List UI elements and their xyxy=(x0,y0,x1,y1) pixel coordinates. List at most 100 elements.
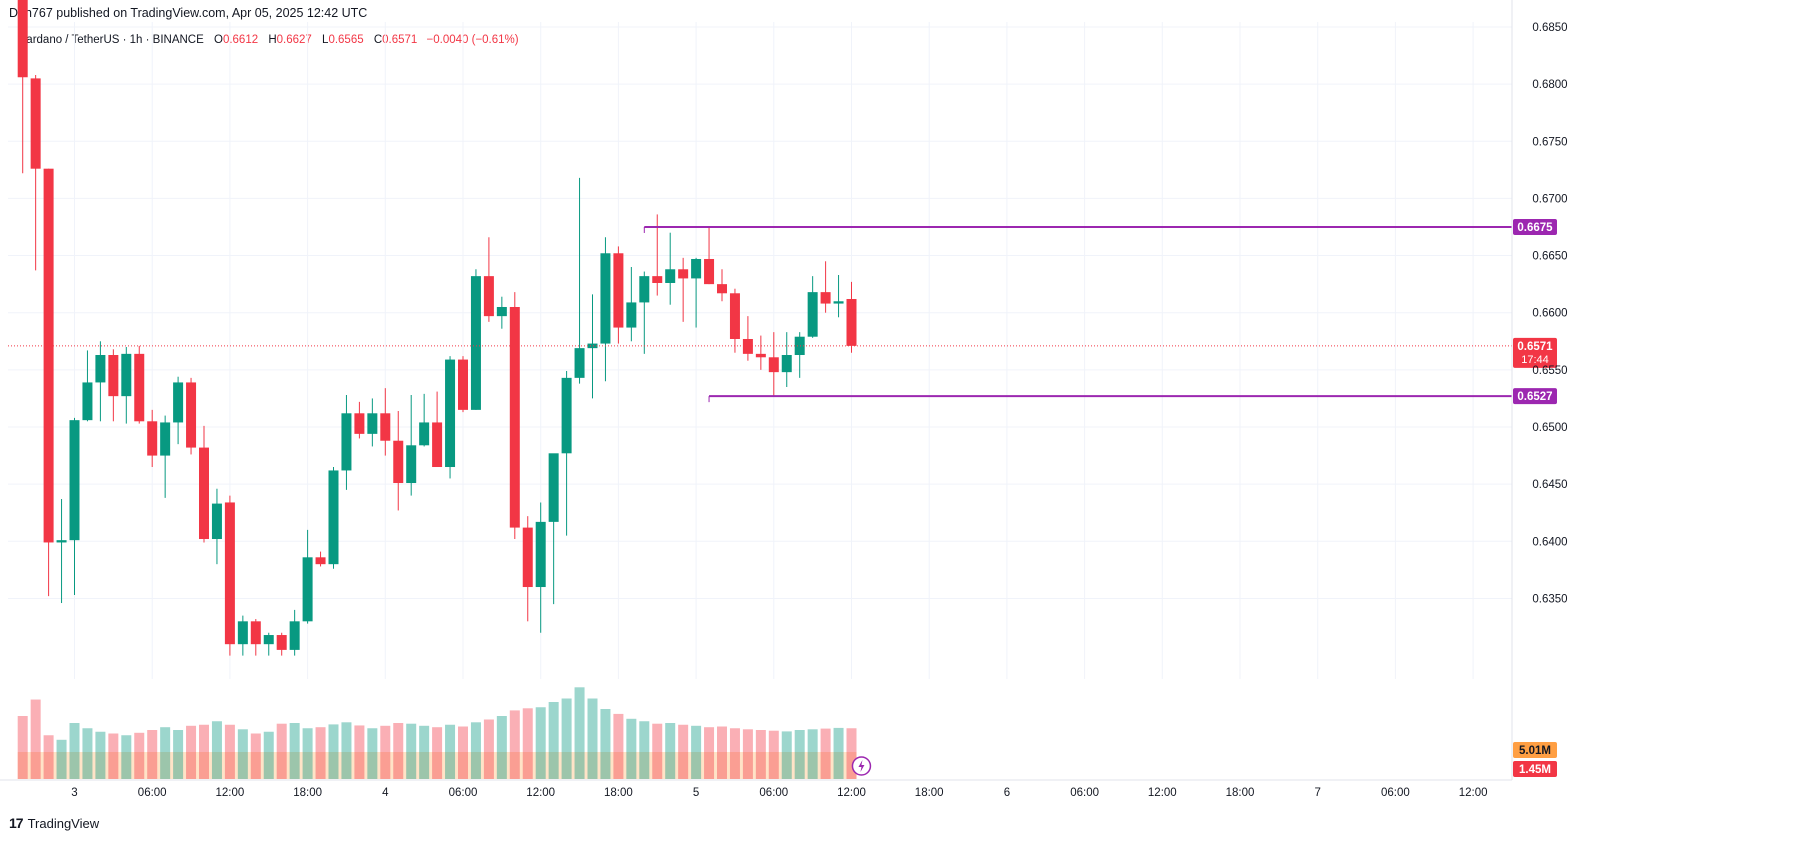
volume-bar xyxy=(341,722,352,779)
volume-bar xyxy=(419,725,430,779)
volume-bar xyxy=(199,724,209,779)
candle-body xyxy=(56,540,67,543)
volume-bar xyxy=(458,726,468,779)
level-price-label: 0.6527 xyxy=(1517,391,1552,403)
candle-body xyxy=(82,382,93,421)
candle-body xyxy=(458,359,468,410)
volume-bar xyxy=(224,724,235,779)
candle-body xyxy=(704,258,715,285)
level-price-pill xyxy=(1513,218,1557,235)
volume-ma-band xyxy=(17,752,857,779)
x-tick-label: 18:00 xyxy=(915,787,944,799)
volume-bar xyxy=(509,710,520,779)
high-label: H xyxy=(268,34,277,46)
volume-bar xyxy=(548,702,559,779)
volume-last-label: 1.45M xyxy=(1519,764,1551,776)
y-tick-label: 0.6800 xyxy=(1532,79,1567,91)
candle-body xyxy=(678,269,689,279)
volume-ma-label: 5.01M xyxy=(1519,745,1551,757)
volume-bar xyxy=(250,733,261,779)
x-tick-label: 5 xyxy=(693,787,699,799)
x-tick-label: 12:00 xyxy=(526,787,555,799)
candle-body xyxy=(483,276,494,317)
candle-body xyxy=(781,355,792,373)
volume-bar xyxy=(69,723,80,779)
last-price-label: 0.6571 xyxy=(1517,341,1553,353)
symbol-name[interactable]: Cardano / TetherUS · 1h · BINANCE xyxy=(18,34,204,46)
candle-body xyxy=(729,293,740,339)
candle-body xyxy=(186,382,197,448)
volume-bar xyxy=(691,725,702,779)
volume-bar xyxy=(768,730,779,779)
candle-body xyxy=(548,453,559,522)
volume-bar xyxy=(729,728,740,779)
volume-bar xyxy=(678,724,689,779)
candle-body xyxy=(108,355,119,397)
volume-bar xyxy=(108,733,119,779)
volume-bar xyxy=(535,707,546,779)
candle-body xyxy=(535,521,546,588)
axes[interactable]: 0.63500.64000.64500.65000.65500.66000.66… xyxy=(0,0,1568,799)
volume-bar xyxy=(380,725,391,779)
candle-body xyxy=(224,502,235,645)
candle-body xyxy=(263,635,274,645)
candle-body xyxy=(237,621,248,645)
y-tick-label: 0.6400 xyxy=(1532,536,1567,548)
candle-body xyxy=(95,355,106,383)
candle-body xyxy=(393,440,404,484)
x-tick-label: 06:00 xyxy=(1070,787,1099,799)
candle-body xyxy=(43,168,54,543)
candle-body xyxy=(160,422,171,456)
volume-bar xyxy=(496,716,507,779)
open-label: O xyxy=(213,34,223,46)
x-tick-label: 06:00 xyxy=(138,787,167,799)
candle-body xyxy=(807,292,818,337)
volume-bar xyxy=(328,724,339,779)
volume-bar xyxy=(652,723,663,779)
candle-body xyxy=(768,357,779,373)
volume-bar xyxy=(237,729,248,779)
candle-body xyxy=(367,413,378,434)
candle-body xyxy=(522,527,533,588)
candle-body xyxy=(665,269,676,283)
volume-bar xyxy=(613,713,624,779)
volume-bar xyxy=(354,725,365,779)
candle-body xyxy=(315,557,326,565)
candle-body xyxy=(289,621,300,650)
volume-ma-pill xyxy=(1513,742,1557,758)
level-price-pill xyxy=(1513,388,1557,405)
open-value: 0.6612 xyxy=(222,34,259,46)
candle-body xyxy=(561,377,572,454)
x-tick-label: 12:00 xyxy=(837,787,866,799)
y-tick-label: 0.6650 xyxy=(1532,251,1567,263)
y-tick-label: 0.6350 xyxy=(1532,593,1567,605)
x-tick-label: 6 xyxy=(1004,787,1010,799)
candle-body xyxy=(742,338,753,354)
brand-label: TradingView xyxy=(27,815,100,831)
candle-body xyxy=(432,422,443,468)
volume-bar xyxy=(846,728,857,779)
y-tick-label: 0.6500 xyxy=(1532,422,1567,434)
x-tick-label: 4 xyxy=(382,787,389,799)
y-tick-label: 0.6700 xyxy=(1532,193,1567,205)
volume-bar xyxy=(665,723,676,779)
volume-bar xyxy=(211,721,222,779)
candle-body xyxy=(302,557,313,622)
candle-body xyxy=(509,306,520,528)
symbol-legend: Cardano / TetherUS · 1h · BINANCE O0.661… xyxy=(18,34,519,46)
volume-bar xyxy=(445,724,456,779)
tradingview-logo-icon: 17 xyxy=(9,815,24,831)
candle-body xyxy=(134,353,145,422)
volume-last-pill xyxy=(1513,761,1557,777)
volume-bar xyxy=(704,727,715,779)
x-tick-label: 12:00 xyxy=(1459,787,1488,799)
tradingview-brand[interactable]: 17 TradingView xyxy=(9,815,99,831)
volume-bar xyxy=(43,735,54,779)
volume-bar xyxy=(160,727,171,779)
candle-body xyxy=(354,413,365,434)
last-price-pill xyxy=(1513,337,1557,368)
volume-bar xyxy=(173,730,184,779)
publisher-caption: Den767 published on TradingView.com, Apr… xyxy=(9,6,368,20)
